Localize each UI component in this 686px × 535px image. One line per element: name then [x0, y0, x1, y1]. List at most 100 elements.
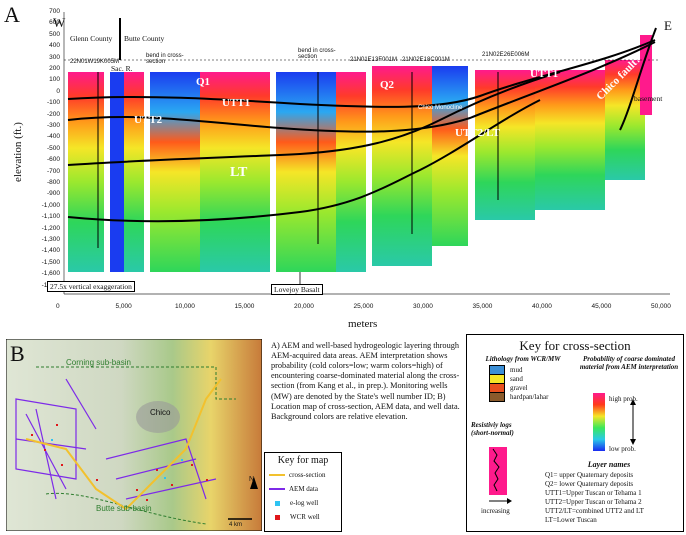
- layer-q2-label: Q2: [380, 79, 395, 91]
- y-tick-label: -1,300: [41, 236, 60, 243]
- y-tick-label: 200: [49, 65, 60, 72]
- x-tick-label: 0: [56, 303, 60, 310]
- map-key-swatch: [269, 488, 285, 490]
- map-key-item: AEM data: [269, 485, 318, 493]
- probability-title: Probability of coarse dominated material…: [579, 355, 679, 371]
- probability-colorbar: [593, 393, 636, 451]
- x-tick-label: 15,000: [234, 303, 255, 310]
- layer-utt1-label: UTT1: [222, 97, 251, 109]
- layer-utt2lt-label: UTT2/LT: [455, 127, 500, 139]
- x-tick-label: 35,000: [472, 303, 493, 310]
- map-key-item: cross-section: [269, 471, 326, 479]
- bend-label-1: bend in cross-section: [146, 53, 184, 65]
- map-key-item: e-log well: [269, 499, 318, 507]
- cross-section-svg: [63, 12, 670, 295]
- city-label: Chico: [150, 408, 171, 417]
- layer-name-item: LT=Lower Tuscan: [545, 516, 597, 524]
- county-left-label: Glenn County: [70, 34, 113, 43]
- lithology-item: hardpan/lahar: [489, 392, 548, 402]
- basin-top-label: Corning sub-basin: [66, 358, 131, 367]
- basement-label: basement: [634, 94, 663, 103]
- layer-name-item: Q1= upper Quaternary deposits: [545, 471, 634, 479]
- map-key-swatch: [269, 474, 285, 476]
- lithology-label: sand: [510, 375, 523, 383]
- prob-high-label: high prob.: [609, 395, 638, 403]
- basin-bottom-label: Butte sub-basin: [96, 504, 152, 513]
- y-tick-label: -1,100: [41, 213, 60, 221]
- x-tick-label: 40,000: [532, 303, 552, 310]
- lithology-label: hardpan/lahar: [510, 393, 549, 401]
- y-tick-label: -1,600: [41, 270, 60, 278]
- west-label: W: [53, 15, 66, 30]
- x-tick-label: 25,000: [353, 303, 374, 310]
- y-tick-label: -100: [46, 99, 60, 107]
- y-tick-label: 700: [49, 8, 60, 15]
- y-tick-label: 100: [49, 76, 60, 84]
- lithology-label: gravel: [510, 384, 528, 392]
- y-tick-label: 400: [49, 42, 60, 50]
- x-axis-label: meters: [348, 318, 378, 330]
- layer-utt2-label: UTT2: [134, 114, 163, 126]
- chico-monocline-label: Chico Monocline: [418, 105, 463, 111]
- layer-name-item: UTT2/LT=combined UTT2 and LT: [545, 507, 644, 515]
- y-tick-label: -1,000: [41, 201, 60, 209]
- y-tick-label: -200: [46, 110, 60, 118]
- vertical-exaggeration-label: 27.5x vertical exaggeration: [47, 281, 135, 292]
- map-key-title: Key for map: [277, 455, 329, 466]
- layer-name-item: UTT2=Upper Tuscan or Tehama 2: [545, 498, 642, 506]
- resistivity-increasing-label: increasing: [481, 507, 510, 515]
- figure-caption: A) AEM and well-based hydrogeologic laye…: [271, 341, 460, 421]
- layer-q1-label: Q1: [196, 76, 211, 88]
- north-arrow-label: N: [249, 476, 255, 483]
- cross-section-key: Key for cross-section Lithology from WCR…: [466, 334, 684, 532]
- well-label-3: 21N02E18C001M: [402, 57, 450, 63]
- y-tick-label: 500: [49, 30, 60, 38]
- prob-low-label: low prob.: [609, 445, 636, 453]
- x-tick-label: 10,000: [175, 303, 195, 310]
- y-tick-label: -900: [46, 190, 60, 198]
- x-tick-label: 30,000: [413, 303, 433, 310]
- y-tick-label: 300: [49, 53, 60, 61]
- map-key-label: cross-section: [289, 471, 326, 479]
- layer-utt1-east-label: UTT1: [530, 68, 559, 80]
- y-tick-label: -400: [46, 133, 60, 141]
- y-tick-label: -600: [46, 156, 60, 164]
- x-tick-label: 50,000: [651, 303, 671, 310]
- bend-label-2: bend in cross-section: [298, 48, 336, 60]
- layer-name-item: UTT1=Upper Tuscan or Tehama 1: [545, 489, 642, 497]
- y-tick-label: -1,400: [41, 247, 60, 255]
- east-label: E: [664, 18, 672, 33]
- y-tick-label: 0: [56, 87, 60, 95]
- layer-names-title: Layer names: [587, 460, 631, 469]
- map-key-item: WCR well: [269, 513, 320, 521]
- y-tick-label: -300: [46, 122, 60, 129]
- y-tick-label: -1,500: [41, 258, 60, 266]
- resistivity-title: Resistiviy logs (short-normal): [471, 421, 514, 437]
- location-map: [6, 339, 262, 531]
- well-label-4: 21N02E26E006M: [482, 52, 530, 58]
- x-tick-label: 45,000: [591, 303, 612, 310]
- x-tick-label: 5,000: [115, 303, 132, 310]
- y-tick-label: -700: [46, 167, 60, 175]
- scale-bar-label: 4 km: [229, 522, 243, 528]
- map-key-swatch: [275, 500, 280, 506]
- lithology-title: Lithology from WCR/MW: [485, 355, 561, 363]
- layer-name-item: Q2= lower Quaternary deposits: [545, 480, 634, 488]
- river-label: Sac. R.: [111, 64, 133, 73]
- map-key-label: AEM data: [289, 485, 318, 493]
- lovejoy-basalt-label: Lovejoy Basalt: [271, 284, 323, 295]
- y-tick-label: -800: [46, 179, 60, 186]
- y-tick-label: -500: [46, 144, 60, 152]
- map-key-swatch: [275, 514, 280, 520]
- map-key: Key for map cross-section AEM data e-log w…: [264, 452, 342, 532]
- lithology-swatch: [489, 392, 505, 402]
- map-key-label: WCR well: [290, 513, 320, 521]
- panel-a-letter: A: [4, 2, 20, 27]
- county-right-label: Butte County: [124, 34, 165, 43]
- map-key-label: e-log well: [290, 499, 319, 507]
- y-tick-label: -1,200: [41, 224, 60, 232]
- panel-b-letter: B: [10, 341, 25, 366]
- x-tick-label: 20,000: [294, 303, 314, 310]
- well-label-2: 21N01E13F001M: [350, 57, 398, 63]
- y-tick-label: 600: [49, 19, 60, 27]
